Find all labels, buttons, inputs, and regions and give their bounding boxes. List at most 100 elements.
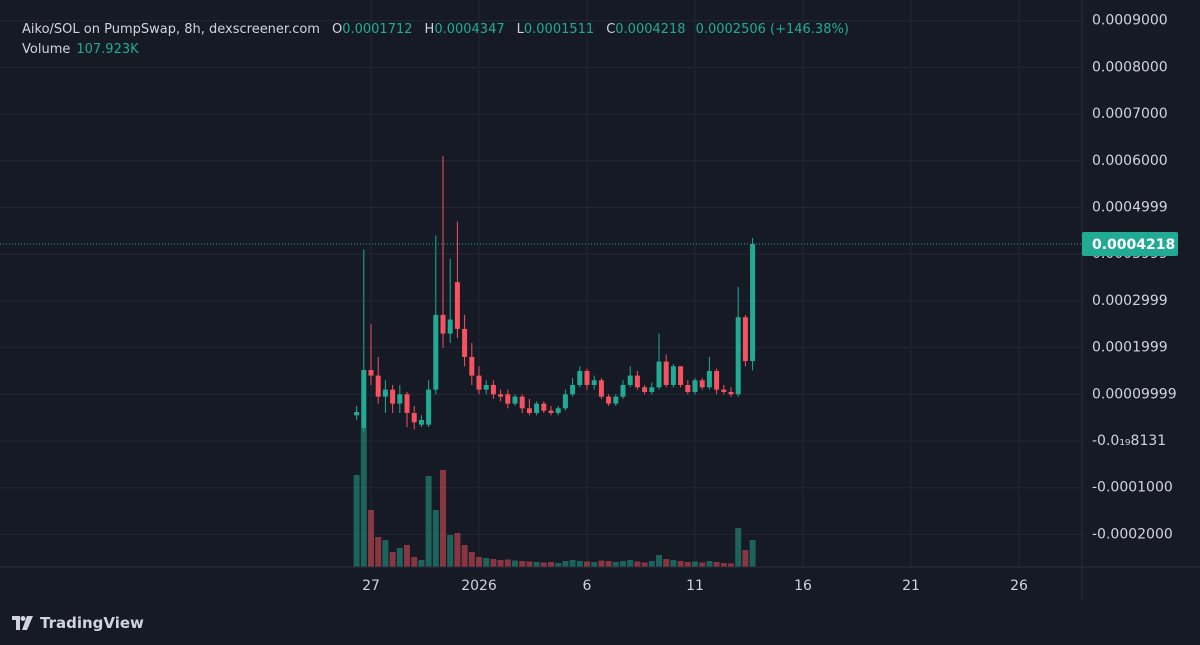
volume-bar: [425, 476, 432, 567]
candle-body: [440, 314, 446, 334]
volume-bar: [663, 559, 670, 567]
volume-bar: [713, 562, 720, 567]
candle-body: [699, 380, 705, 388]
legend-title: Aiko/SOL on PumpSwap, 8h, dexscreener.co…: [22, 22, 320, 37]
volume-bar: [692, 561, 699, 567]
candle-body: [685, 384, 691, 392]
volume-bar: [728, 563, 735, 567]
volume-bar: [648, 561, 655, 567]
volume-bar: [735, 528, 742, 567]
candle-body: [678, 366, 684, 385]
volume-bar: [454, 533, 461, 567]
volume-bar: [382, 540, 389, 567]
legend-key: O: [331, 22, 343, 37]
candle-body: [368, 370, 374, 376]
volume-bar: [497, 560, 504, 567]
candle-body: [490, 384, 496, 395]
candle-body: [512, 396, 518, 404]
volume-bar: [526, 561, 533, 567]
volume-pane: [353, 428, 756, 567]
candle-body: [598, 380, 604, 397]
candle-body: [548, 410, 554, 413]
volume-title: Volume: [22, 42, 71, 57]
x-tick-label: 27: [362, 578, 380, 594]
volume-bar: [584, 561, 591, 567]
volume-legend: Volume 107.923K: [22, 42, 139, 57]
candle-body: [728, 391, 734, 395]
x-tick-label: 16: [794, 578, 812, 594]
volume-bar: [620, 561, 627, 567]
y-tick-label: -0.0002000: [1092, 526, 1173, 542]
y-tick-label: -0.0₁₉8131: [1092, 433, 1166, 449]
candle-body: [714, 370, 720, 390]
candle-body: [591, 380, 597, 385]
y-tick-label: 0.00009999: [1092, 386, 1177, 402]
volume-bar: [684, 562, 691, 567]
candle-body: [411, 412, 417, 423]
volume-bar: [749, 540, 756, 567]
volume-value: 107.923K: [76, 42, 139, 57]
volume-bar: [396, 548, 403, 567]
legend-high: 0.0004347: [434, 22, 505, 37]
x-tick-label: 11: [686, 578, 704, 594]
candle-body: [426, 389, 432, 425]
ohlc-legend: Aiko/SOL on PumpSwap, 8h, dexscreener.co…: [22, 22, 849, 37]
price-pane: [354, 156, 756, 432]
volume-bar: [569, 560, 576, 567]
candle-body: [577, 370, 583, 385]
candle-body: [555, 408, 561, 413]
candle-body: [519, 396, 525, 409]
volume-bar: [483, 558, 490, 567]
volume-bar: [720, 563, 727, 567]
footer: TradingView: [12, 614, 144, 632]
volume-bar: [656, 555, 663, 567]
volume-bar: [461, 545, 468, 567]
y-tick-label: 0.0009000: [1092, 13, 1168, 29]
volume-bar: [519, 561, 526, 567]
candle-body: [562, 394, 568, 409]
candle-body: [397, 394, 403, 404]
candle-body: [390, 389, 396, 404]
volume-bar: [562, 561, 569, 567]
volume-bar: [591, 562, 598, 567]
volume-bar: [699, 562, 706, 567]
y-tick-label: 0.0006000: [1092, 153, 1168, 169]
legend-open: 0.0001712: [342, 22, 413, 37]
candle-body: [505, 394, 511, 404]
grid: [0, 0, 1082, 567]
x-tick-label: 21: [902, 578, 920, 594]
candle-body: [627, 375, 633, 385]
candle-body: [534, 403, 540, 413]
x-tick-label: 26: [1010, 578, 1028, 594]
candle-body: [476, 375, 482, 390]
candle-body: [706, 370, 712, 388]
volume-bar: [605, 561, 612, 567]
x-tick-label: 2026: [461, 578, 497, 594]
volume-bar: [504, 559, 511, 567]
volume-bar: [548, 562, 555, 567]
candle-body: [433, 314, 439, 390]
candle-body: [606, 396, 612, 404]
candle-body: [404, 394, 410, 413]
candle-body: [483, 384, 489, 390]
volume-bar: [576, 561, 583, 567]
legend-low: 0.0001511: [523, 22, 595, 37]
y-tick-label: 0.0001999: [1092, 340, 1168, 356]
candle-body: [613, 396, 619, 404]
candle-body: [469, 356, 475, 376]
last-price-box: [1082, 232, 1178, 257]
legend-close: 0.0004218: [615, 22, 686, 37]
axes: 0.0009000 0.0008000 0.0007000 0.0006000 0.00…: [0, 13, 1178, 594]
candle-body: [418, 419, 424, 425]
volume-bar: [555, 563, 562, 567]
candle-body: [642, 387, 648, 392]
candle-body: [498, 394, 504, 397]
y-tick-label: 0.0002999: [1092, 293, 1168, 309]
candle-body: [692, 380, 698, 392]
candle-body: [570, 384, 576, 395]
candle-body: [656, 361, 662, 388]
volume-bar: [389, 552, 396, 567]
candle-body: [750, 244, 756, 362]
candle-body: [721, 389, 727, 392]
